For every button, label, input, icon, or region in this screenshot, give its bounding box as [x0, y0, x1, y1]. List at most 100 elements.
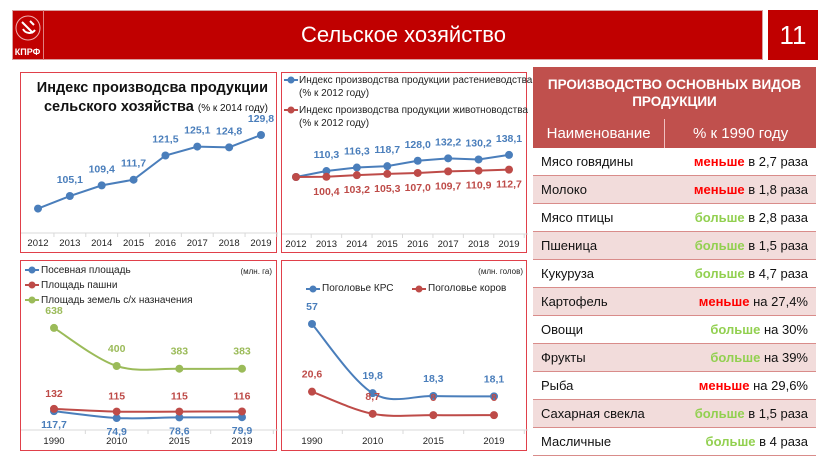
change-amount: в 4 раза — [755, 434, 808, 449]
data-point — [490, 392, 498, 401]
product-name: Картофель — [533, 287, 665, 316]
data-point — [50, 323, 58, 332]
data-label: 74,9 — [106, 426, 127, 438]
kprf-logo: КПРФ — [12, 10, 44, 60]
data-point — [383, 169, 392, 178]
chart-plot: 1990 2010 2015 2019 57 19,8 18,3 18,1 20,6 8,7 8 8 — [282, 301, 528, 447]
data-label: 132 — [45, 388, 63, 400]
data-label: 20,6 — [302, 369, 323, 381]
data-label: 79,9 — [232, 425, 253, 437]
data-label: 118,7 — [374, 144, 400, 156]
trend-word: больше — [694, 266, 745, 281]
table-row: Молоко меньше в 1,8 раза — [533, 175, 816, 204]
x-tick-label: 2018 — [219, 238, 240, 249]
table-row: Овощи больше на 30% — [533, 315, 816, 344]
data-label: 112,7 — [496, 179, 522, 191]
data-label: 138,1 — [496, 133, 522, 145]
data-point — [193, 142, 202, 151]
data-label: 107,0 — [405, 182, 431, 194]
x-tick-label: 2019 — [483, 436, 504, 447]
table-row: Мясо говядины меньше в 2,7 раза — [533, 148, 816, 176]
data-label: 117,7 — [41, 419, 67, 431]
change-amount: в 1,8 раза — [744, 182, 808, 197]
product-change: больше в 4 раза — [664, 427, 816, 456]
change-amount: на 27,4% — [749, 294, 808, 309]
data-point — [175, 364, 184, 373]
data-point — [112, 414, 121, 423]
data-point — [352, 171, 361, 180]
x-tick-label: 1990 — [301, 436, 322, 447]
change-amount: в 2,7 раза — [744, 154, 808, 169]
legend-marker-red — [287, 106, 295, 114]
table-row: Картофель меньше на 27,4% — [533, 287, 816, 316]
product-change: больше в 1,5 раза — [664, 231, 816, 260]
change-amount: в 2,8 раза — [744, 210, 808, 225]
chart-plot: 2012 2013 2014 2015 2016 2017 2018 2019 110,3 116… — [282, 133, 528, 250]
data-point — [161, 151, 170, 160]
data-label: 105,1 — [57, 174, 83, 186]
col-header-value: % к 1990 году — [664, 119, 816, 148]
table-row: Масличные больше в 4 раза — [533, 427, 816, 456]
x-tick-label: 2013 — [316, 239, 337, 250]
x-tick-label: 2017 — [438, 239, 459, 250]
product-name: Фрукты — [533, 343, 665, 372]
table-title: ПРОИЗВОДСТВО ОСНОВНЫХ ВИДОВ ПРОДУКЦИИ — [533, 67, 816, 119]
data-label: 125,1 — [184, 125, 210, 137]
data-point — [429, 391, 438, 400]
table-row: Пшеница больше в 1,5 раза — [533, 231, 816, 260]
x-tick-label: 2010 — [106, 436, 127, 447]
x-tick-label: 2019 — [498, 239, 519, 250]
data-label: 129,8 — [248, 113, 274, 125]
legend-cattle: Поголовье КРС — [322, 283, 394, 294]
product-change: больше в 2,8 раза — [664, 203, 816, 232]
data-label: 57 — [306, 301, 318, 313]
data-label: 105,3 — [374, 183, 400, 195]
data-label: 121,5 — [152, 134, 178, 146]
unit-label: (млн. га) — [240, 267, 272, 276]
x-tick-label: 2014 — [91, 238, 112, 249]
table-row: Сахарная свекла больше в 1,5 раза — [533, 399, 816, 428]
trend-word: меньше — [693, 182, 745, 197]
data-point — [474, 166, 483, 175]
trend-word: больше — [710, 350, 761, 365]
chart-title: Индекс производсва продукции сельского х… — [37, 79, 268, 118]
logo-text: КПРФ — [14, 47, 41, 57]
trend-word: больше — [694, 406, 745, 421]
x-tick-label: 2015 — [423, 436, 444, 447]
data-label: 109,7 — [435, 180, 461, 192]
trend-word: меньше — [698, 378, 750, 393]
x-tick-label: 2019 — [250, 238, 271, 249]
trend-word: больше — [710, 322, 761, 337]
x-tick-label: 2015 — [377, 239, 398, 250]
data-label: 116,3 — [344, 146, 370, 158]
legend-markers — [306, 285, 426, 293]
product-change: больше в 4,7 раза — [664, 259, 816, 288]
data-label: 128,0 — [405, 139, 431, 151]
data-point — [175, 407, 184, 416]
legend-markers — [284, 76, 298, 114]
x-tick-label: 2010 — [362, 436, 383, 447]
data-point — [368, 389, 377, 398]
series-line — [311, 390, 495, 417]
data-point — [308, 387, 316, 396]
data-label: 18,1 — [484, 373, 505, 385]
data-point — [50, 404, 58, 413]
data-label: 115 — [171, 391, 188, 403]
series-line — [53, 407, 243, 413]
data-point — [65, 192, 74, 201]
production-table: ПРОИЗВОДСТВО ОСНОВНЫХ ВИДОВ ПРОДУКЦИИ На… — [533, 67, 816, 456]
data-label: 103,2 — [344, 184, 370, 196]
change-amount: на 30% — [760, 322, 808, 337]
chart-title-line1: Индекс производсва продукции — [36, 80, 268, 96]
data-point — [505, 150, 513, 159]
product-change: больше на 30% — [664, 315, 816, 344]
chart-land-area: 1990 2010 2015 2019 117,7 74,9 78,6 79,9 132 115 1… — [20, 260, 278, 451]
table-row: Рыба меньше на 29,6% — [533, 371, 816, 400]
data-point — [322, 172, 331, 181]
product-change: меньше в 2,7 раза — [664, 148, 816, 176]
x-tick-label: 2018 — [468, 239, 489, 250]
product-change: меньше в 1,8 раза — [664, 175, 816, 204]
product-change: больше в 1,5 раза — [664, 399, 816, 428]
data-point — [429, 411, 438, 420]
data-point — [383, 162, 392, 171]
